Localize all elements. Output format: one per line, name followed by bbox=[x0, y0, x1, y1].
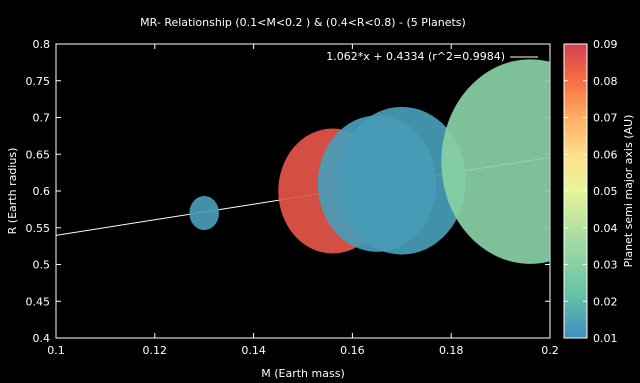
colorbar-tick-label: 0.04 bbox=[593, 222, 618, 235]
colorbar-label: Planet semi major axis (AU) bbox=[622, 115, 635, 268]
x-tick-label: 0.1 bbox=[47, 344, 65, 357]
y-tick-label: 0.7 bbox=[33, 112, 51, 125]
x-tick-label: 0.16 bbox=[340, 344, 365, 357]
legend-entry-fit: 1.062*x + 0.4334 (r^2=0.9984) bbox=[326, 50, 505, 63]
data-point bbox=[337, 106, 467, 255]
x-tick-label: 0.2 bbox=[541, 344, 559, 357]
chart-title: MR- Relationship (0.1<M<0.2 ) & (0.4<R<0… bbox=[140, 16, 466, 29]
colorbar-tick-label: 0.06 bbox=[593, 148, 618, 161]
y-tick-label: 0.75 bbox=[26, 75, 51, 88]
colorbar-tick-label: 0.02 bbox=[593, 295, 618, 308]
y-tick-label: 0.65 bbox=[26, 148, 51, 161]
y-tick-label: 0.5 bbox=[33, 259, 51, 272]
colorbar-tick-label: 0.01 bbox=[593, 332, 618, 345]
colorbar-tick-label: 0.08 bbox=[593, 75, 618, 88]
x-tick-label: 0.14 bbox=[241, 344, 266, 357]
legend: 1.062*x + 0.4334 (r^2=0.9984) bbox=[326, 50, 538, 63]
colorbar-tick-label: 0.03 bbox=[593, 259, 618, 272]
y-tick-label: 0.6 bbox=[33, 185, 51, 198]
y-tick-label: 0.55 bbox=[26, 222, 51, 235]
y-tick-label: 0.4 bbox=[33, 332, 51, 345]
colorbar-tick-label: 0.09 bbox=[593, 38, 618, 51]
colorbar: 0.01 0.02 0.03 0.04 0.05 0.06 0.07 0.08 0.09 Pla… bbox=[563, 38, 635, 345]
colorbar-tick-label: 0.05 bbox=[593, 185, 618, 198]
plot-marks bbox=[56, 59, 550, 264]
data-point bbox=[441, 59, 550, 264]
colorbar-tick-label: 0.07 bbox=[593, 112, 618, 125]
y-axis: 0.4 0.45 0.5 0.55 0.6 0.65 0.7 0.75 0.8 bbox=[26, 38, 550, 345]
x-axis-label: M (Earth mass) bbox=[261, 367, 344, 380]
y-axis-label: R (Earth radius) bbox=[6, 148, 19, 235]
x-tick-label: 0.12 bbox=[143, 344, 168, 357]
x-axis: 0.1 0.12 0.14 0.16 0.18 0.2 bbox=[47, 44, 559, 357]
y-tick-label: 0.8 bbox=[33, 38, 51, 51]
x-tick-label: 0.18 bbox=[439, 344, 464, 357]
data-point bbox=[189, 196, 220, 231]
y-tick-label: 0.45 bbox=[26, 295, 51, 308]
colorbar-ticks: 0.01 0.02 0.03 0.04 0.05 0.06 0.07 0.08 0.09 bbox=[564, 38, 618, 345]
